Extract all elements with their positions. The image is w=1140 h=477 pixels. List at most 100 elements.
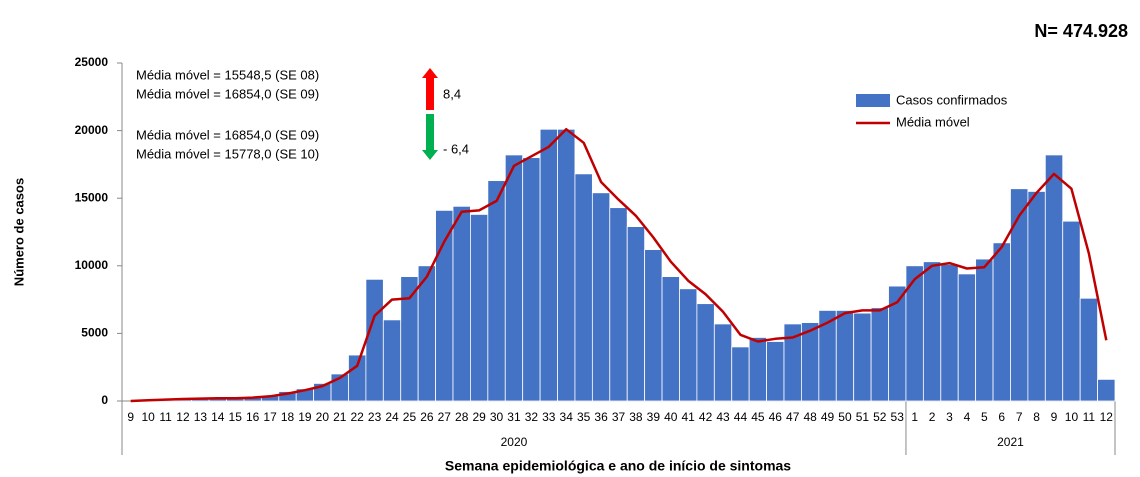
annotation-text: Média móvel = 15778,0 (SE 10): [136, 146, 319, 161]
bar: [626, 226, 646, 402]
x-tick-label: 28: [455, 410, 469, 424]
x-tick-label: 48: [803, 410, 817, 424]
bar: [1097, 378, 1116, 402]
x-tick-label: 20: [316, 410, 330, 424]
x-tick-label: 47: [786, 410, 800, 424]
x-tick-label: 13: [194, 410, 208, 424]
x-tick-label: 25: [403, 410, 417, 424]
x-tick-label: 26: [420, 410, 434, 424]
y-tick-label: 20000: [75, 123, 109, 137]
bar: [766, 341, 785, 402]
bar: [365, 278, 384, 402]
bar: [1027, 191, 1046, 402]
bar: [539, 128, 558, 402]
x-tick-label: 7: [1016, 410, 1023, 424]
x-tick-label: 11: [159, 410, 172, 424]
x-tick-label: 45: [751, 410, 765, 424]
x-tick-label: 27: [438, 410, 452, 424]
x-tick-label: 52: [873, 410, 887, 424]
x-tick-label: 21: [333, 410, 347, 424]
bar: [940, 264, 959, 402]
change-label: - 6,4: [443, 141, 469, 156]
y-tick-label: 10000: [75, 258, 109, 272]
x-tick-label: 3: [946, 410, 953, 424]
x-tick-label: 2: [929, 410, 936, 424]
year-label: 2021: [997, 435, 1024, 449]
bar: [748, 337, 767, 402]
x-tick-label: 53: [891, 410, 905, 424]
bar: [400, 276, 419, 402]
y-tick-label: 5000: [81, 326, 108, 340]
x-tick-label: 15: [229, 410, 243, 424]
x-axis-title: Semana epidemiológica e ano de início de…: [445, 458, 791, 474]
x-tick-label: 17: [263, 410, 277, 424]
bar: [1062, 220, 1081, 402]
bar: [574, 173, 593, 402]
bar: [818, 310, 837, 402]
bar: [435, 209, 454, 402]
annotation-text: Média móvel = 15548,5 (SE 08): [136, 67, 319, 82]
arrow-up: [422, 68, 438, 110]
x-tick-label: 30: [490, 410, 504, 424]
bar: [452, 205, 471, 402]
bar: [713, 323, 733, 402]
legend-swatch: [856, 94, 890, 107]
bar: [470, 214, 489, 402]
bar: [661, 276, 680, 402]
bar: [992, 242, 1011, 402]
x-tick-label: 14: [211, 410, 225, 424]
bar: [504, 154, 524, 402]
x-tick-label: 40: [664, 410, 678, 424]
legend-label: Casos confirmados: [896, 92, 1008, 107]
bar: [853, 312, 872, 402]
y-tick-label: 25000: [75, 55, 109, 69]
bar: [835, 310, 855, 402]
change-label: 8,4: [443, 86, 461, 101]
bar: [1044, 154, 1064, 402]
x-tick-label: 32: [525, 410, 539, 424]
x-tick-label: 50: [838, 410, 852, 424]
total-label: N= 474.928: [1034, 21, 1128, 41]
x-tick-label: 24: [385, 410, 399, 424]
x-tick-label: 12: [176, 410, 190, 424]
x-tick-label: 9: [1051, 410, 1058, 424]
x-tick-label: 11: [1083, 410, 1096, 424]
x-tick-label: 37: [612, 410, 626, 424]
bar: [609, 207, 628, 402]
y-tick-label: 0: [101, 393, 108, 407]
bar: [487, 180, 506, 402]
x-tick-label: 39: [647, 410, 661, 424]
bar: [522, 157, 541, 402]
x-tick-label: 19: [298, 410, 312, 424]
bar: [1010, 188, 1029, 402]
x-tick-label: 43: [716, 410, 730, 424]
legend-label: Média móvel: [896, 114, 970, 129]
x-tick-label: 16: [246, 410, 260, 424]
bar: [922, 261, 942, 402]
x-tick-label: 9: [127, 410, 134, 424]
bar: [644, 249, 663, 402]
x-tick-label: 10: [1065, 410, 1079, 424]
x-tick-label: 6: [998, 410, 1005, 424]
x-tick-label: 38: [629, 410, 643, 424]
annotation-text: Média móvel = 16854,0 (SE 09): [136, 127, 319, 142]
x-tick-label: 35: [577, 410, 591, 424]
bar: [975, 258, 994, 402]
x-tick-label: 42: [699, 410, 713, 424]
x-tick-label: 44: [734, 410, 748, 424]
bar: [731, 346, 750, 402]
y-axis-title: Número de casos: [11, 178, 26, 286]
year-label: 2020: [501, 435, 528, 449]
x-tick-label: 23: [368, 410, 382, 424]
x-tick-label: 8: [1033, 410, 1040, 424]
bar: [870, 307, 889, 402]
bar: [348, 354, 367, 402]
bar: [382, 319, 402, 402]
bar: [557, 128, 576, 402]
bar: [679, 288, 698, 402]
x-tick-label: 18: [281, 410, 295, 424]
x-tick-label: 4: [964, 410, 971, 424]
x-tick-label: 10: [141, 410, 155, 424]
x-tick-label: 34: [560, 410, 574, 424]
